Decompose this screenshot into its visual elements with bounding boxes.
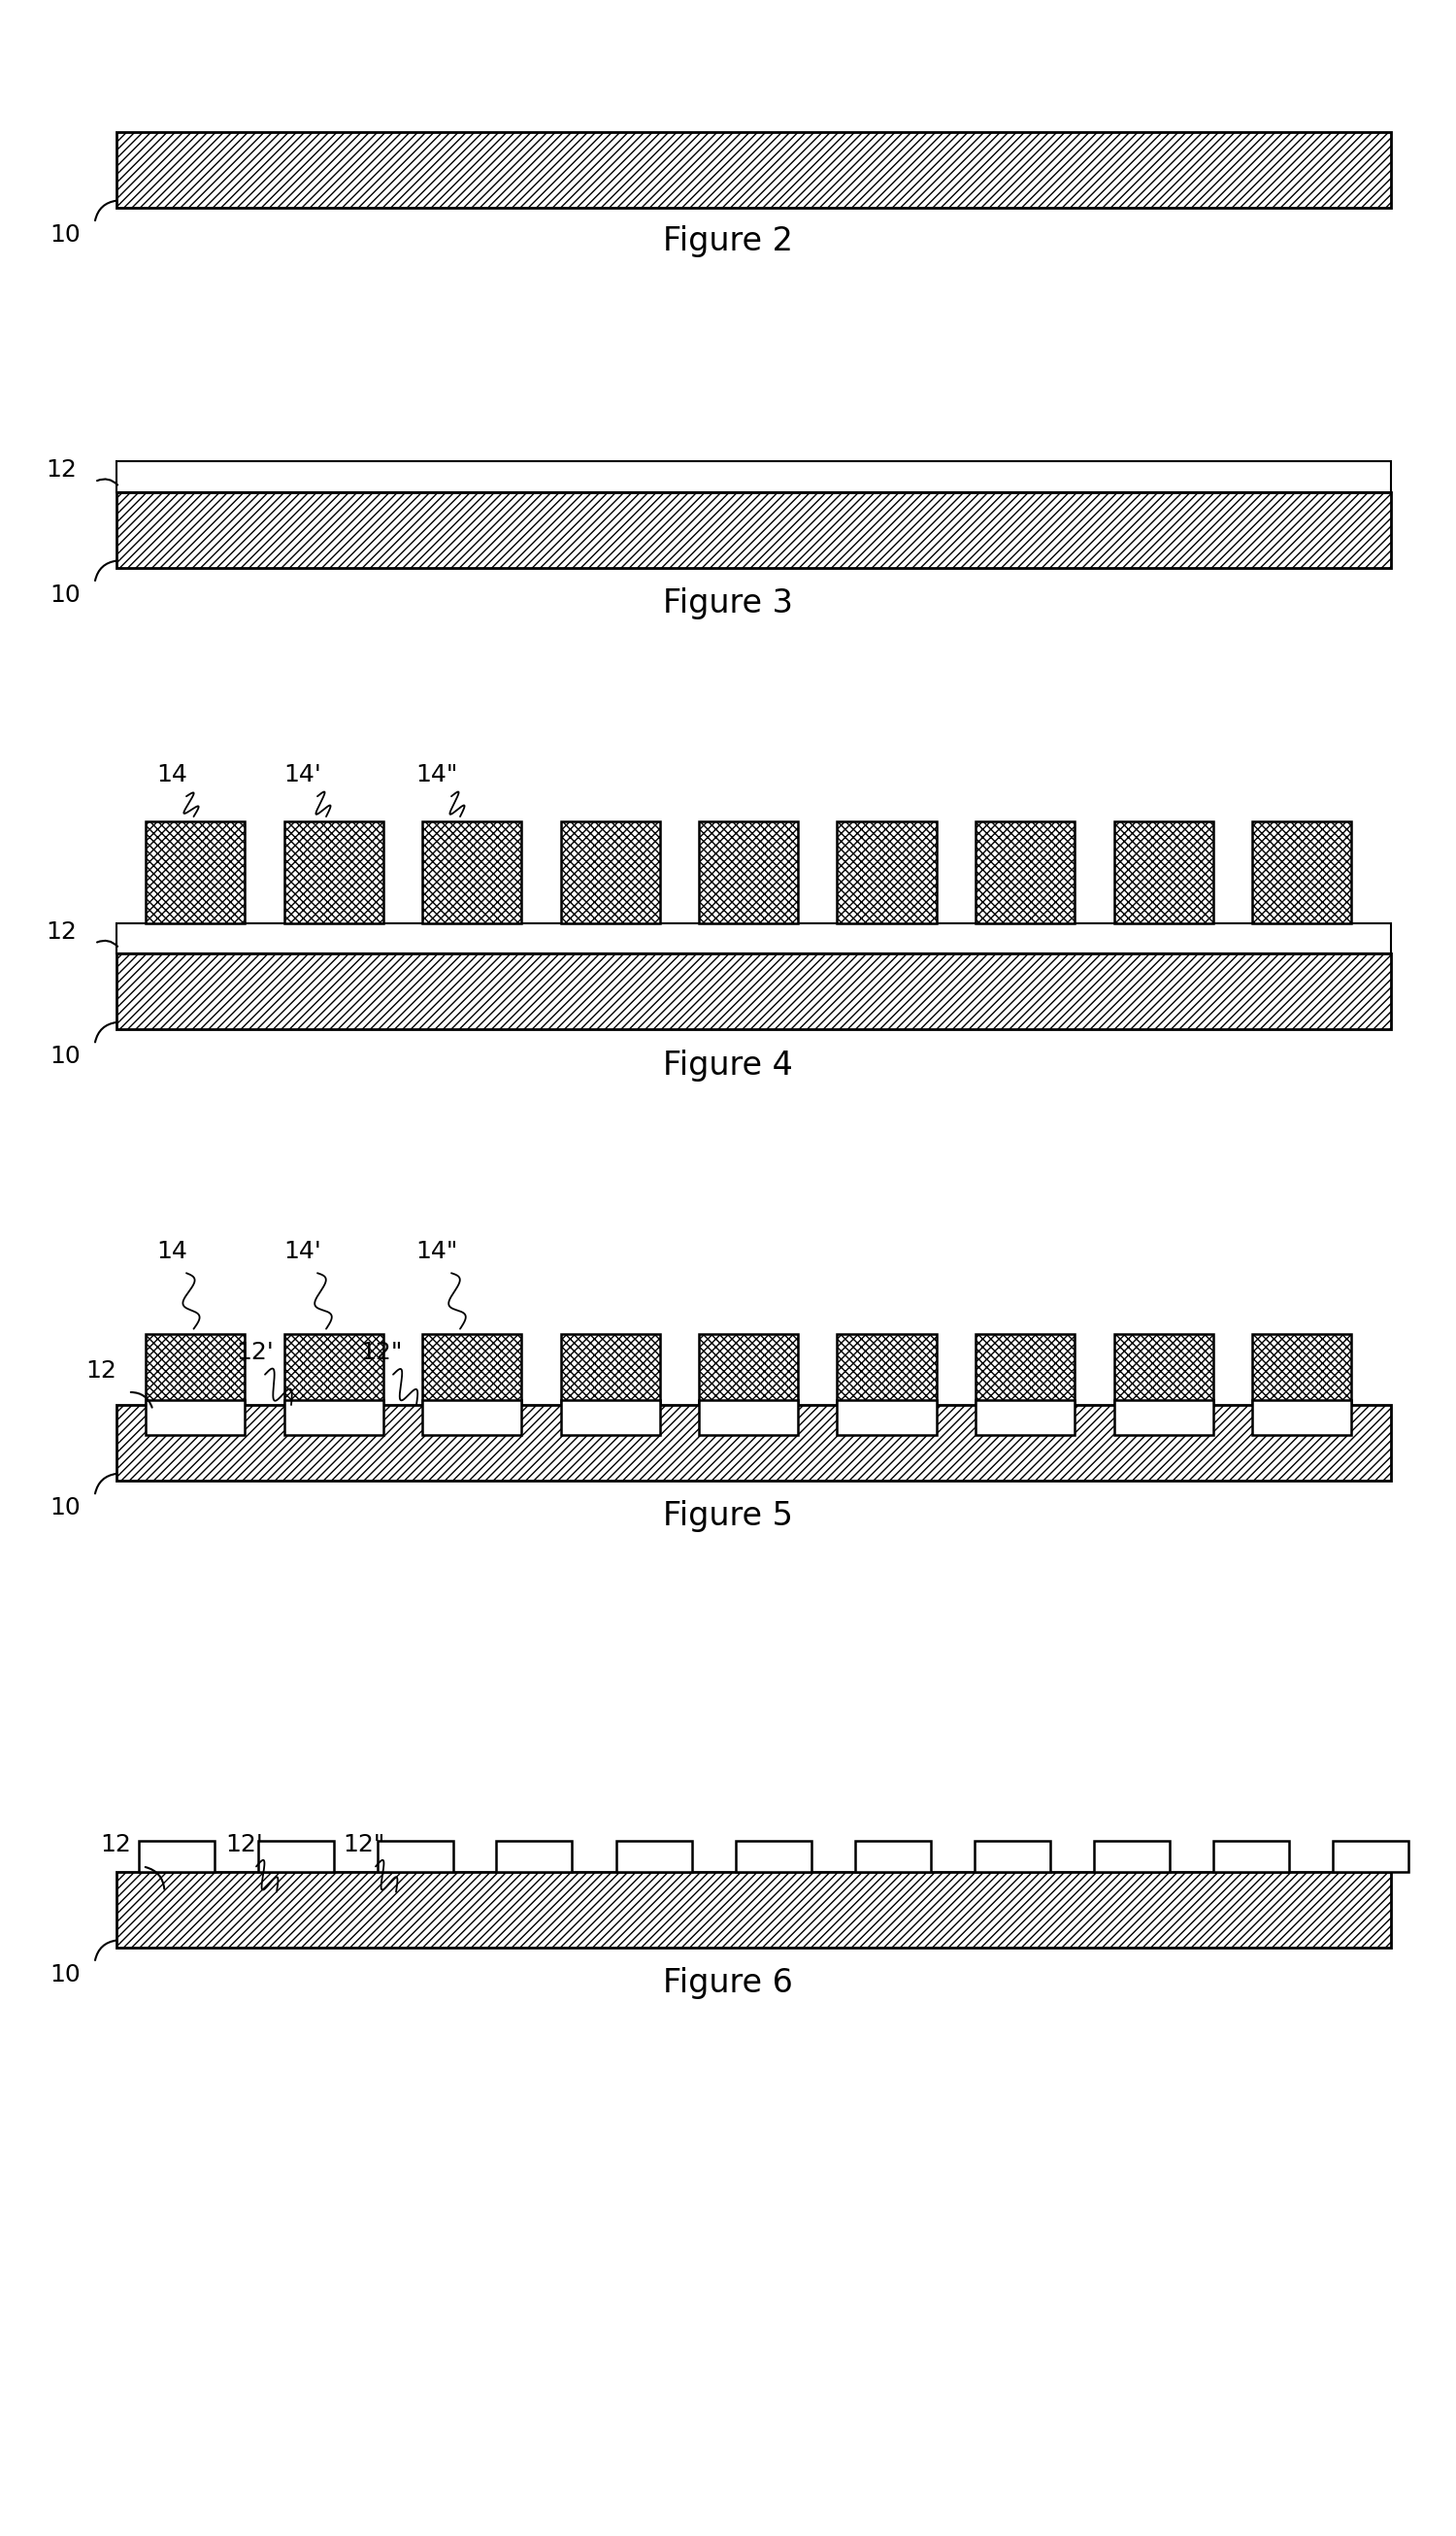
Bar [735, 1841, 811, 1872]
Bar [561, 822, 660, 923]
Bar [1093, 1841, 1169, 1872]
Bar [116, 923, 1390, 954]
Bar [138, 1841, 214, 1872]
Bar [699, 1334, 798, 1405]
Text: 12": 12" [361, 1342, 402, 1364]
Bar [1213, 1841, 1289, 1872]
Text: 14": 14" [416, 1240, 457, 1263]
Bar [1252, 822, 1351, 923]
Text: 12": 12" [344, 1834, 384, 1856]
Bar [1332, 1841, 1408, 1872]
Bar [616, 1841, 692, 1872]
Bar [1252, 1400, 1351, 1435]
Bar [422, 1334, 521, 1405]
Bar [422, 1400, 521, 1435]
Text: 10: 10 [50, 223, 80, 246]
Text: 12': 12' [226, 1834, 264, 1856]
Bar [976, 1400, 1075, 1435]
Bar [116, 462, 1390, 492]
Bar [974, 1841, 1050, 1872]
Text: 12: 12 [47, 921, 77, 943]
Text: Figure 6: Figure 6 [662, 1968, 794, 1998]
Bar [699, 822, 798, 923]
Bar [116, 954, 1390, 1030]
Text: 10: 10 [50, 1496, 80, 1519]
Bar [699, 1400, 798, 1435]
Bar [116, 132, 1390, 208]
Text: Figure 2: Figure 2 [662, 226, 794, 256]
Text: Figure 3: Figure 3 [662, 588, 794, 619]
Bar [284, 1400, 383, 1435]
Bar [116, 1405, 1390, 1481]
Bar [561, 1334, 660, 1405]
Bar [116, 1872, 1390, 1948]
Text: 14': 14' [284, 1240, 322, 1263]
Bar [284, 1334, 383, 1405]
Bar [837, 1400, 936, 1435]
Text: 10: 10 [50, 1045, 80, 1068]
Bar [976, 822, 1075, 923]
Text: 14: 14 [156, 763, 188, 786]
Text: 14': 14' [284, 763, 322, 786]
Bar [855, 1841, 930, 1872]
Text: 12': 12' [236, 1342, 274, 1364]
Bar [976, 1334, 1075, 1405]
Bar [837, 822, 936, 923]
Bar [146, 822, 245, 923]
Text: Figure 4: Figure 4 [662, 1050, 794, 1080]
Bar [146, 1334, 245, 1405]
Bar [496, 1841, 572, 1872]
Bar [1114, 1334, 1213, 1405]
Text: Figure 5: Figure 5 [662, 1501, 794, 1532]
Bar [561, 1400, 660, 1435]
Text: 14: 14 [156, 1240, 188, 1263]
Bar [422, 822, 521, 923]
Bar [258, 1841, 333, 1872]
Text: 12: 12 [100, 1834, 131, 1856]
Bar [1114, 1400, 1213, 1435]
Bar [377, 1841, 453, 1872]
Bar [146, 1400, 245, 1435]
Text: 12: 12 [86, 1359, 116, 1382]
Bar [1252, 1334, 1351, 1405]
Text: 10: 10 [50, 583, 80, 606]
Text: 12: 12 [47, 459, 77, 482]
Bar [837, 1334, 936, 1405]
Text: 10: 10 [50, 1963, 80, 1986]
Bar [1114, 822, 1213, 923]
Bar [116, 492, 1390, 568]
Bar [284, 822, 383, 923]
Text: 14": 14" [416, 763, 457, 786]
